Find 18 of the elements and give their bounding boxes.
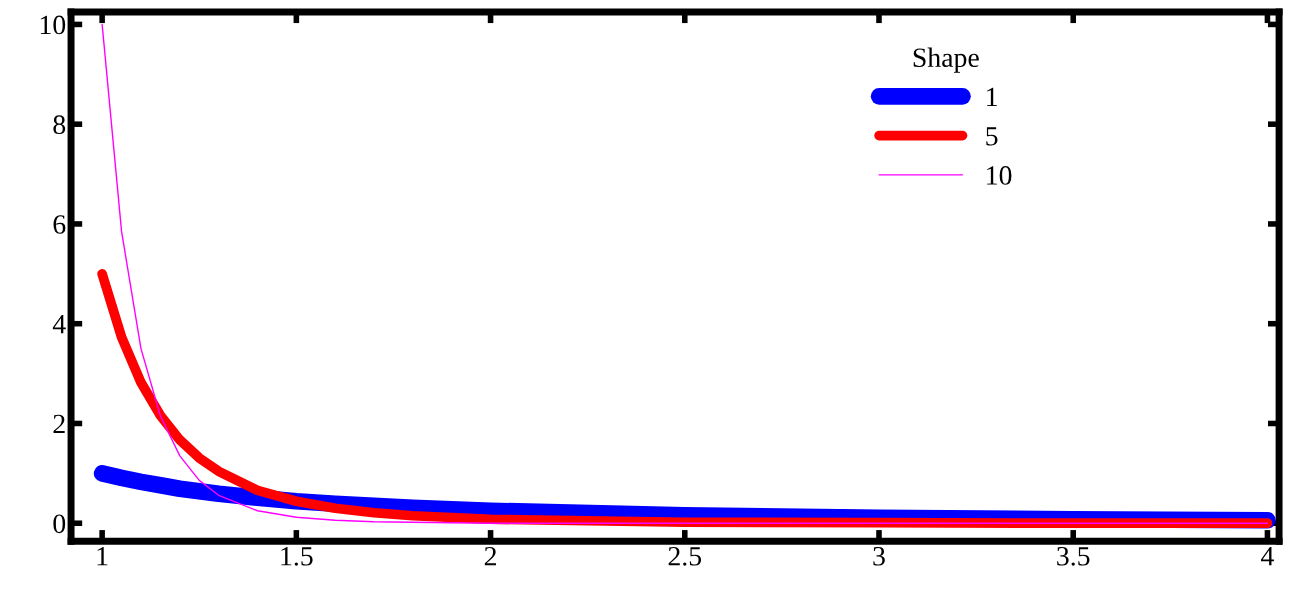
legend-label: 5	[986, 127, 998, 146]
x-tick-label: 4	[1261, 547, 1274, 566]
x-tick-label: 3	[873, 546, 885, 566]
x-tick-label: 1	[97, 546, 108, 566]
x-tick-label: 2.5	[668, 546, 702, 566]
legend-label: 10	[987, 166, 1012, 185]
y-tick-label: 6	[53, 215, 66, 234]
y-tick-label: 10	[40, 15, 66, 35]
y-tick-label: 0	[53, 514, 66, 534]
y-tick-label: 4	[52, 315, 66, 334]
x-tick-label: 2	[484, 546, 496, 566]
y-tick-label: 2	[53, 414, 65, 434]
y-tick-label: 8	[53, 115, 66, 135]
x-tick-label: 3.5	[1057, 546, 1090, 566]
line-series	[101, 23, 1269, 524]
legend-label: 1	[987, 87, 997, 107]
x-tick-label: 1.5	[281, 546, 313, 566]
legend-title: Shape	[913, 47, 979, 73]
